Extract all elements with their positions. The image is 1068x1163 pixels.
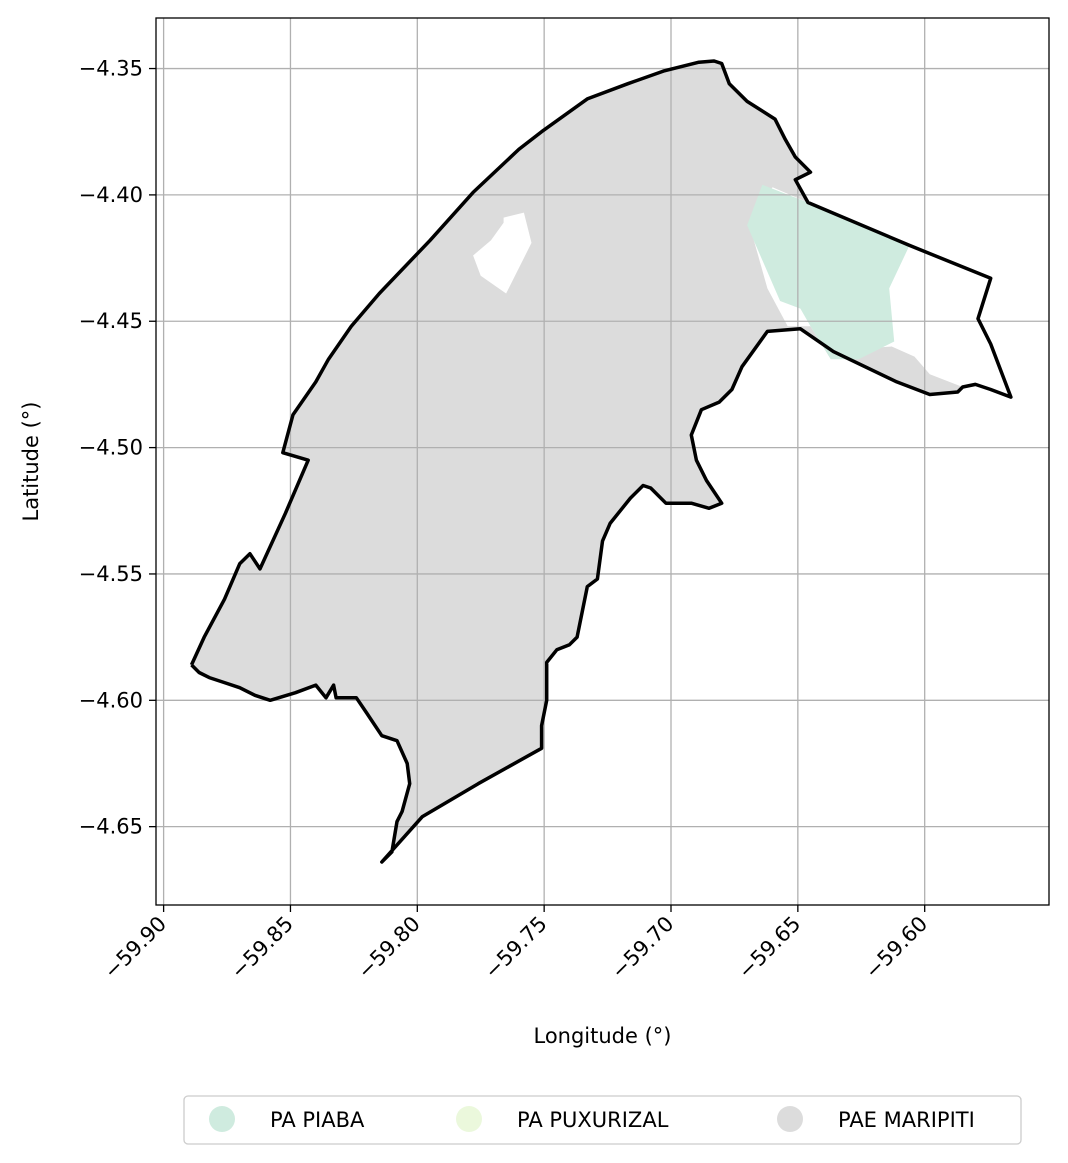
x-axis-label: Longitude (°)	[533, 1024, 671, 1048]
y-tick-label: −4.40	[79, 183, 143, 207]
axes-frame	[155, 17, 1050, 906]
y-tick-label: −4.35	[79, 57, 143, 81]
legend-frame	[183, 1095, 1022, 1145]
y-tick-label: −4.60	[79, 688, 143, 712]
region-pae-maripiti	[191, 61, 963, 862]
legend: PA PIABA PA PUXURIZAL PAE MARIPITI	[183, 1095, 1022, 1145]
legend-marker-pa-piaba	[209, 1106, 235, 1132]
y-tick-label: −4.55	[79, 562, 143, 586]
legend-marker-pa-puxurizal	[456, 1106, 482, 1132]
y-axis-label: Latitude (°)	[19, 402, 43, 522]
boundary-layer	[189, 59, 1013, 864]
legend-marker-pae-maripiti	[777, 1106, 803, 1132]
boundary-outline	[189, 59, 1013, 864]
plot-area	[155, 17, 1050, 906]
legend-label-pa-piaba: PA PIABA	[270, 1108, 365, 1132]
y-tick-label: −4.45	[79, 309, 143, 333]
region-white-gap	[473, 212, 532, 294]
legend-label-pa-puxurizal: PA PUXURIZAL	[517, 1108, 669, 1132]
y-tick-label: −4.50	[79, 436, 143, 460]
y-tick-label: −4.65	[79, 815, 143, 839]
legend-label-pae-maripiti: PAE MARIPITI	[838, 1108, 975, 1132]
legend-items: PA PIABA PA PUXURIZAL PAE MARIPITI	[209, 1106, 975, 1132]
grid-layer	[156, 18, 1049, 905]
y-axis: −4.35 −4.40 −4.45 −4.50 −4.55 −4.60 −4.65	[79, 57, 156, 839]
